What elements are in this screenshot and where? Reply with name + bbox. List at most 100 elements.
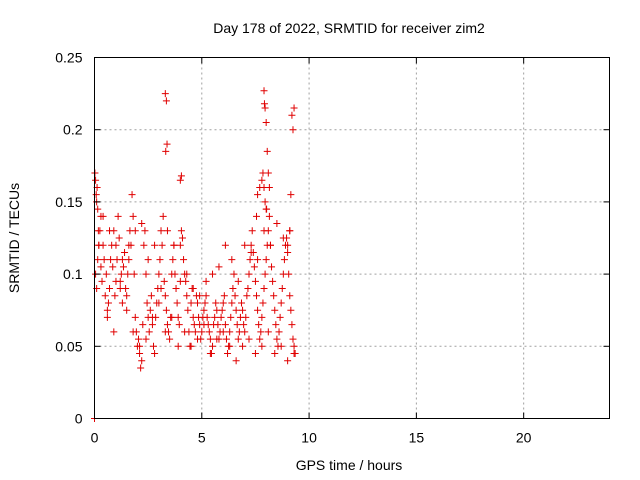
data-point (268, 263, 276, 271)
data-point (104, 299, 112, 307)
data-point (138, 220, 146, 228)
data-point (161, 292, 169, 300)
data-point (201, 299, 209, 307)
data-point (286, 292, 294, 300)
plot-frame (94, 57, 610, 419)
data-point (171, 270, 179, 278)
data-point (271, 350, 279, 358)
data-point (177, 227, 185, 235)
data-point (114, 212, 122, 220)
data-point (213, 335, 221, 343)
data-point (102, 270, 110, 278)
grid-lines (94, 57, 610, 419)
data-point (221, 241, 229, 249)
data-point (137, 364, 145, 372)
data-point (136, 342, 144, 350)
data-point (251, 350, 259, 358)
data-point (187, 342, 195, 350)
data-point (239, 306, 247, 314)
data-point (163, 227, 171, 235)
data-point (92, 191, 100, 199)
data-point (233, 321, 241, 329)
data-point (142, 270, 150, 278)
data-point (183, 270, 191, 278)
data-point (215, 263, 223, 271)
data-point (200, 306, 208, 314)
data-point (155, 299, 163, 307)
data-point (99, 241, 107, 249)
data-point (111, 292, 119, 300)
data-point (203, 313, 211, 321)
data-point (170, 241, 178, 249)
data-point (191, 328, 199, 336)
data-point (117, 270, 125, 278)
data-point (184, 306, 192, 314)
y-tick-label: 0.1 (63, 266, 83, 282)
data-point (162, 97, 170, 105)
data-point (176, 241, 184, 249)
data-point (261, 104, 269, 112)
data-point (115, 234, 123, 242)
data-point (256, 335, 264, 343)
chart-title: Day 178 of 2022, SRMTID for receiver zim… (213, 20, 485, 36)
data-point (229, 285, 237, 293)
data-point (242, 313, 250, 321)
data-point (273, 220, 281, 228)
data-point (247, 241, 255, 249)
data-point (175, 321, 183, 329)
data-point (231, 292, 239, 300)
data-point (180, 256, 188, 264)
data-point (205, 328, 213, 336)
data-point (206, 335, 214, 343)
data-point (276, 313, 284, 321)
y-tick-label: 0.05 (55, 338, 82, 354)
data-point (96, 227, 104, 235)
data-point (159, 212, 167, 220)
data-point (131, 227, 139, 235)
y-tick-label: 0 (75, 411, 83, 427)
data-point (240, 321, 248, 329)
data-point (148, 321, 156, 329)
data-point (253, 292, 261, 300)
data-point (241, 241, 249, 249)
data-point (246, 256, 254, 264)
data-point (262, 118, 270, 126)
data-point (289, 335, 297, 343)
data-point (263, 147, 271, 155)
data-point (194, 335, 201, 343)
data-point (151, 350, 159, 358)
data-point (209, 342, 217, 350)
data-point (187, 299, 195, 307)
data-point (232, 306, 240, 314)
data-point (189, 285, 197, 293)
data-point (259, 299, 267, 307)
data-point (138, 357, 146, 365)
data-point (156, 256, 164, 264)
data-point (277, 299, 285, 307)
data-point (125, 256, 133, 264)
y-axis-label: SRMTID / TECUs (6, 183, 22, 293)
data-point (258, 342, 266, 350)
data-point (226, 342, 234, 350)
data-point (290, 350, 298, 358)
data-point (253, 212, 261, 220)
data-point (169, 256, 177, 264)
data-point (278, 285, 286, 293)
data-point (289, 126, 297, 134)
data-point (202, 277, 210, 285)
data-point (147, 292, 155, 300)
data-point (145, 328, 153, 336)
data-point (160, 277, 168, 285)
data-point (125, 241, 133, 249)
data-point (261, 270, 269, 278)
data-point (139, 321, 147, 329)
x-tick-label: 15 (409, 430, 425, 446)
data-point (118, 299, 126, 307)
data-point (100, 256, 108, 264)
x-tick-label: 20 (516, 430, 532, 446)
data-point (211, 313, 219, 321)
data-point (148, 313, 156, 321)
data-point (134, 335, 142, 343)
data-point (119, 263, 127, 271)
data-point (245, 270, 253, 278)
